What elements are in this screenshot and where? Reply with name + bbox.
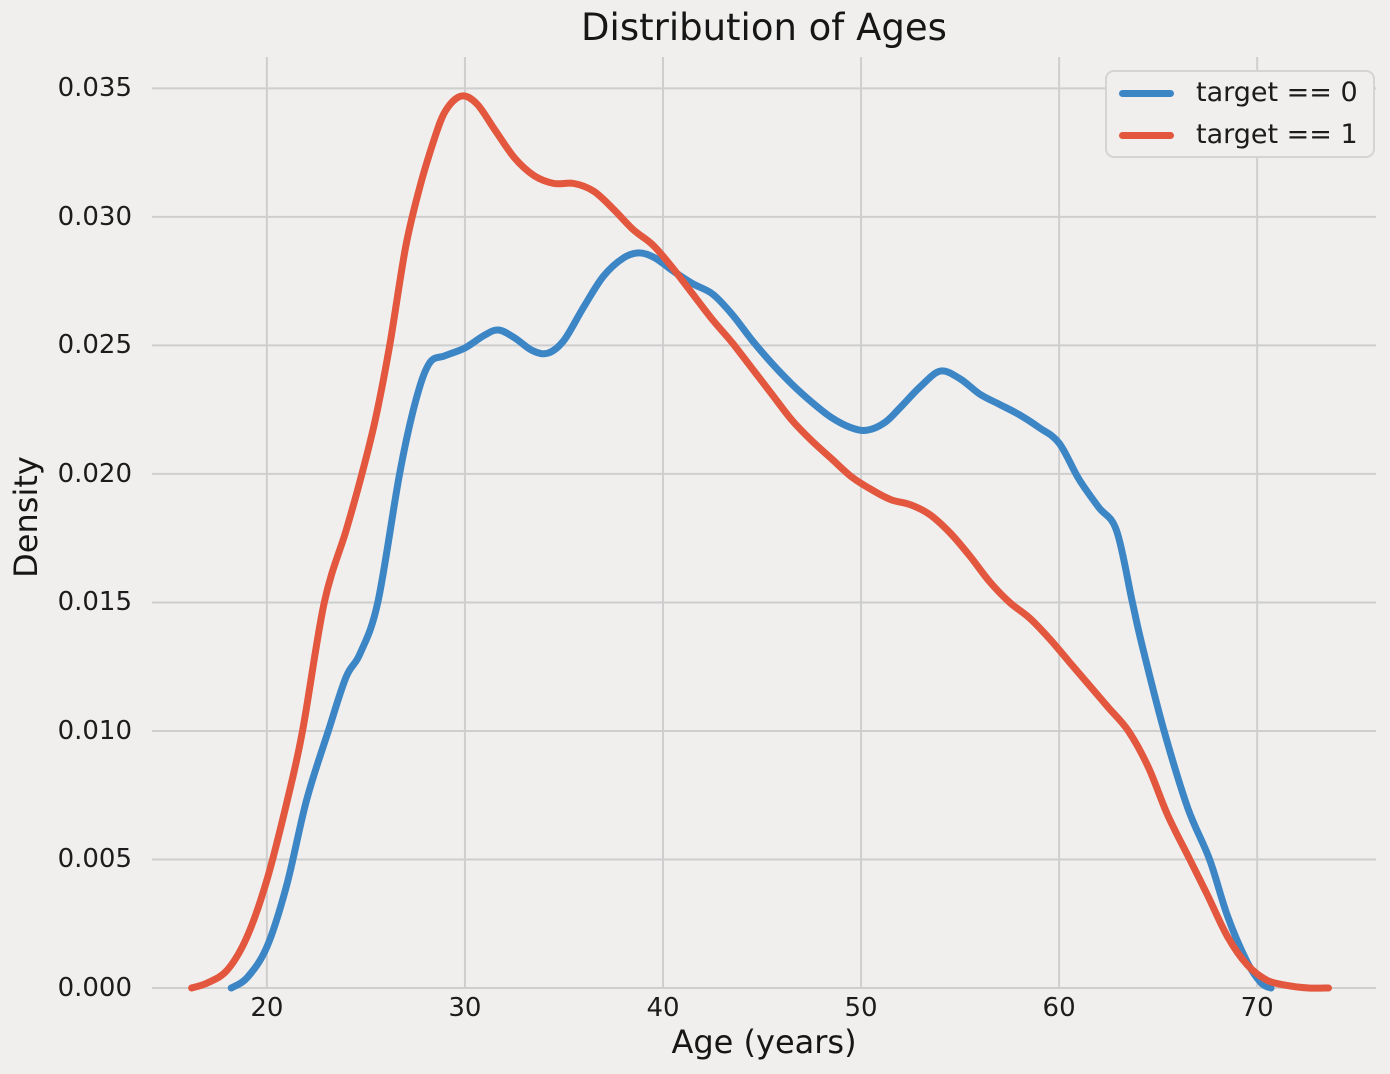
x-tick-label: 70 xyxy=(1240,993,1274,1023)
x-tick-label: 20 xyxy=(250,993,284,1023)
y-tick-label: 0.030 xyxy=(57,201,132,232)
chart-title: Distribution of Ages xyxy=(581,6,947,49)
y-tick-label: 0.035 xyxy=(57,73,132,104)
legend-label: target == 0 xyxy=(1196,77,1358,108)
y-tick-label: 0.025 xyxy=(57,330,132,361)
y-tick-label: 0.020 xyxy=(57,458,132,489)
y-tick-label: 0.015 xyxy=(57,587,132,618)
legend-entry-0: target == 0 xyxy=(1107,72,1373,114)
legend: target == 0 target == 1 xyxy=(1105,70,1375,158)
legend-line-swatch xyxy=(1119,131,1174,139)
y-tick-label: 0.000 xyxy=(57,973,132,1003)
kde-curve-series-1 xyxy=(188,92,1332,992)
y-tick-label: 0.005 xyxy=(57,844,132,875)
x-tick-label: 60 xyxy=(1042,993,1076,1023)
x-tick-label: 30 xyxy=(448,993,482,1023)
x-axis-label: Age (years) xyxy=(671,1023,857,1061)
kde-curve-series-0 xyxy=(227,249,1275,992)
legend-line-swatch xyxy=(1119,89,1174,97)
x-tick-label: 50 xyxy=(844,993,878,1023)
legend-entry-1: target == 1 xyxy=(1107,114,1373,156)
y-tick-label: 0.010 xyxy=(57,715,132,746)
x-tick-label: 40 xyxy=(646,993,680,1023)
legend-label: target == 1 xyxy=(1196,119,1358,150)
